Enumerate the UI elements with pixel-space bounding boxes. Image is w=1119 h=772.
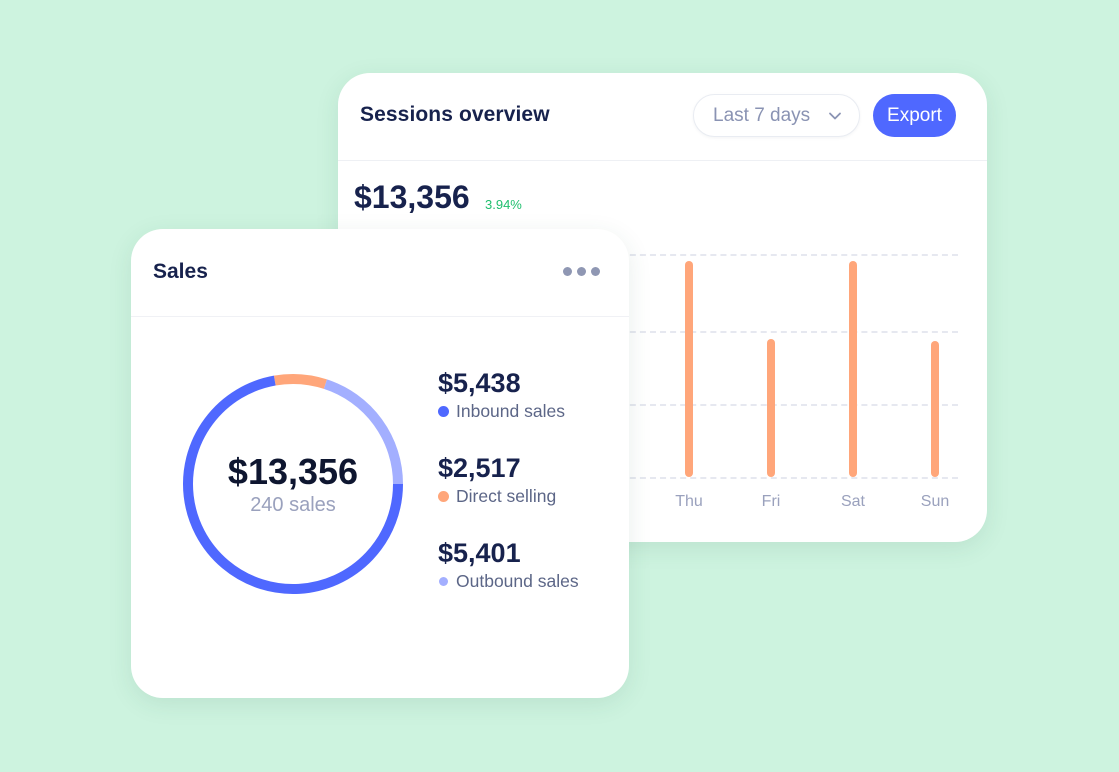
x-axis-label: Sun — [920, 493, 950, 510]
donut-segment-outbound-sales[interactable] — [323, 379, 403, 485]
legend-item-direct: $2,517 Direct selling — [438, 451, 579, 536]
bar-sun[interactable] — [931, 340, 939, 477]
gridline — [358, 254, 958, 256]
legend-label: Direct selling — [456, 486, 557, 506]
more-horizontal-icon-dot — [591, 266, 600, 276]
legend-item-inbound: $5,438 Inbound sales — [438, 366, 579, 451]
bar-fri[interactable] — [767, 338, 775, 477]
date-range-value: Last 7 days — [713, 104, 811, 126]
legend-value: $5,438 — [438, 368, 521, 398]
export-button[interactable]: Export — [873, 94, 956, 137]
sales-count: 240 sales — [250, 494, 336, 516]
more-options-button[interactable] — [563, 265, 603, 277]
bar-thu[interactable] — [685, 260, 693, 477]
sales-donut-chart — [183, 374, 403, 594]
sessions-header: Sessions overview Last 7 days Export — [338, 73, 987, 161]
sales-legend: $5,438 Inbound sales $2,517 Direct selli… — [438, 366, 579, 621]
sessions-delta-badge: 3.94% — [485, 197, 522, 212]
sessions-bar-chart: Thu Fri Sat Sun — [338, 73, 987, 542]
legend-dot-icon — [438, 490, 449, 502]
legend-item-outbound: $5,401 Outbound sales — [438, 536, 579, 621]
legend-label: Outbound sales — [456, 571, 579, 591]
gridline — [358, 404, 958, 406]
sessions-title: Sessions overview — [360, 103, 550, 126]
legend-dot-icon — [438, 405, 449, 417]
donut-segment-direct-selling[interactable] — [273, 374, 327, 389]
sessions-total: $13,356 — [354, 179, 470, 215]
sales-total: $13,356 — [227, 451, 359, 492]
donut-segment-inbound-sales[interactable] — [183, 375, 403, 594]
donut-center-label: $13,356 240 sales — [181, 451, 405, 517]
gridline — [358, 477, 958, 479]
legend-value: $5,401 — [438, 538, 521, 568]
more-horizontal-icon-dot — [577, 266, 586, 276]
more-horizontal-icon — [563, 266, 572, 276]
x-axis-label: Fri — [761, 493, 781, 510]
legend-label: Inbound sales — [456, 401, 565, 421]
chevron-down-icon — [829, 112, 841, 120]
bar-sat[interactable] — [849, 260, 857, 477]
legend-value: $2,517 — [438, 453, 521, 483]
sales-title: Sales — [153, 260, 208, 283]
date-range-dropdown[interactable]: Last 7 days — [693, 94, 860, 137]
x-axis-label: Thu — [675, 493, 703, 510]
legend-dot-icon — [439, 576, 448, 586]
gridline — [358, 331, 958, 333]
sales-header: Sales — [131, 229, 629, 317]
sales-card: Sales $13,356 240 sales $5,438 Inbound s… — [131, 229, 629, 698]
x-axis-label: Sat — [840, 493, 865, 510]
